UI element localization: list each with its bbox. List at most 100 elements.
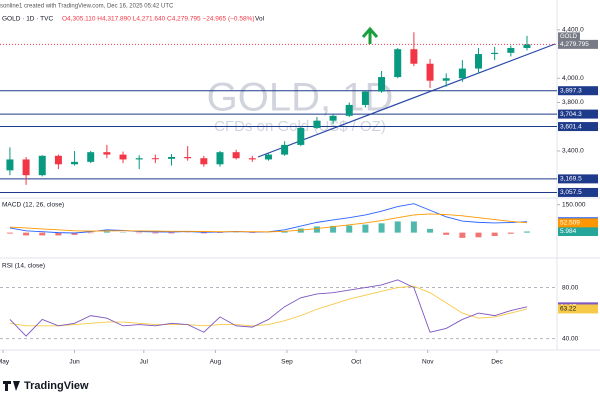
- rsi_ma-line: [9, 285, 528, 327]
- price-tag: 4,279.795: [560, 41, 589, 48]
- candle-body: [6, 159, 14, 171]
- histogram-bar: [346, 225, 353, 233]
- candle-body: [361, 91, 369, 105]
- histogram-bar: [362, 224, 369, 233]
- y-tick-label: 3,400.0: [562, 148, 584, 155]
- price-tag: 3,057.5: [560, 189, 582, 196]
- price-tag-bg: [558, 218, 598, 228]
- x-tick-label: Jun: [69, 359, 80, 366]
- candle-body: [103, 152, 111, 155]
- symbol-line: GOLD · 1D · TVC: [2, 16, 53, 23]
- y-tick-label: 40.00: [562, 335, 579, 342]
- histogram-bar: [152, 232, 159, 234]
- x-tick-label: Sep: [281, 359, 293, 366]
- histogram-bar: [87, 232, 94, 234]
- brand: TradingView: [3, 380, 89, 392]
- y-tick-label: 80.00: [562, 284, 579, 291]
- y-tick-label: 150.000: [562, 201, 586, 208]
- y-tick-label: 4,400.0: [562, 27, 584, 34]
- candle-body: [264, 154, 272, 160]
- x-tick-label: Nov: [422, 359, 434, 366]
- histogram-bar: [55, 232, 62, 236]
- price-tag-bg: [558, 109, 598, 119]
- histogram-bar: [313, 226, 320, 233]
- histogram-bar: [200, 232, 207, 234]
- candle-body: [71, 161, 79, 165]
- price-tag-bg: [558, 174, 598, 184]
- x-tick-label: Oct: [351, 359, 361, 366]
- rsi-line: [9, 279, 528, 337]
- histogram-bar: [427, 228, 434, 233]
- histogram-bar: [523, 231, 530, 233]
- up-arrow: [361, 26, 379, 44]
- histogram-bar: [491, 232, 498, 236]
- histogram-bar: [394, 221, 401, 233]
- y-tick-label: 4,000.0: [562, 75, 584, 82]
- price-tag: 52.509: [560, 220, 580, 227]
- price-tag: 5.984: [560, 228, 577, 235]
- candle-body: [216, 152, 224, 165]
- histogram-bar: [443, 232, 450, 235]
- candle-body: [507, 47, 515, 53]
- signal-line: [9, 213, 528, 233]
- histogram-bar: [168, 232, 175, 234]
- candle-body: [168, 157, 176, 159]
- histogram-bar: [23, 232, 30, 236]
- x-tick-label: Aug: [210, 359, 222, 366]
- candle-body: [281, 144, 289, 155]
- candle-body: [184, 157, 192, 159]
- price-tag-bg: [558, 187, 598, 197]
- histogram-bar: [475, 232, 482, 238]
- histogram-bar: [459, 232, 466, 238]
- candle-body: [426, 63, 434, 81]
- candle-body: [22, 159, 30, 176]
- candle-body: [135, 158, 143, 160]
- histogram-bar: [71, 232, 78, 235]
- x-tick-label: May: [0, 359, 10, 366]
- candle-body: [458, 68, 466, 79]
- histogram-bar: [39, 232, 46, 236]
- panel-title: RSI (14, close): [2, 263, 45, 270]
- price-tag: 63.22: [560, 306, 577, 313]
- candle-body: [38, 155, 46, 176]
- price-tag-bg: [558, 86, 598, 96]
- candle-body: [475, 54, 483, 69]
- histogram-bar: [6, 232, 13, 234]
- price-tag: 3,704.3: [560, 111, 582, 118]
- candle-body: [313, 120, 321, 128]
- candle-body: [378, 77, 386, 92]
- price-tag: 3,169.5: [560, 176, 582, 183]
- brand-name: TradingView: [24, 380, 89, 392]
- x-tick-label: Dec: [491, 359, 503, 366]
- candle-body: [200, 158, 208, 165]
- price-tag-bg: [558, 227, 598, 237]
- candle-body: [442, 78, 450, 81]
- candle-body: [345, 104, 353, 116]
- histogram-bar: [410, 221, 417, 233]
- price-tag: 3,897.3: [560, 87, 582, 94]
- histogram-bar: [281, 231, 288, 233]
- histogram-bar: [507, 232, 514, 234]
- ohlc: O4,305.110 H4,317.890 L4,271.640 C4,279.…: [62, 16, 255, 23]
- brand-logo: [3, 381, 20, 391]
- candle-body: [248, 158, 256, 160]
- header-created: sonline1 created with TradingView.com, D…: [0, 4, 174, 10]
- symbol-tag: GOLD: [560, 34, 578, 40]
- volume-label: Vol: [255, 16, 265, 23]
- candle-body: [394, 49, 402, 78]
- histogram-bar: [103, 231, 110, 233]
- candle-body: [87, 152, 95, 162]
- x-tick-label: Jul: [140, 359, 149, 366]
- trend-line: [257, 43, 556, 158]
- candle-body: [54, 155, 62, 165]
- candle-body: [523, 44, 531, 48]
- candle-body: [232, 152, 240, 159]
- candle-body: [491, 52, 499, 55]
- price-tag: 3,601.4: [560, 123, 582, 130]
- header-line: GOLD · 1D · TVC O4,305.110 H4,317.890 L4…: [2, 16, 265, 23]
- y-tick-label: 3,800.0: [562, 99, 584, 106]
- candle-body: [329, 115, 337, 121]
